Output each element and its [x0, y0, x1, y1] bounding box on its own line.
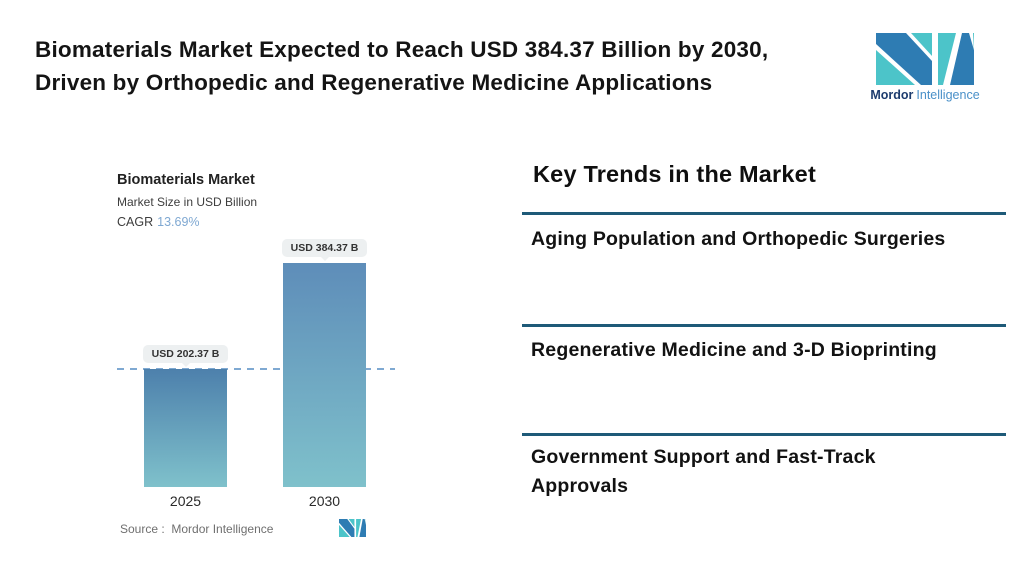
brand-name-light: Intelligence	[916, 88, 980, 102]
brand-logo: Mordor Intelligence	[858, 33, 992, 102]
bar-value-label-2025: USD 202.37 B	[142, 345, 229, 363]
label-pointer-2030	[319, 256, 330, 261]
bar-value-text-2030: USD 384.37 B	[290, 242, 359, 254]
axis-label-2025: 2025	[169, 493, 202, 509]
trend-item: Government Support and Fast-Track Approv…	[531, 446, 876, 497]
source-attribution: Source : Mordor Intelligence	[120, 522, 274, 536]
chart-header: Biomaterials Market Market Size in USD B…	[117, 172, 257, 229]
trend-divider	[522, 433, 1006, 436]
mordor-logo-icon	[876, 33, 974, 85]
page-title: Biomaterials Market Expected to Reach US…	[35, 37, 769, 95]
chart-subtitle: Market Size in USD Billion	[117, 195, 258, 209]
bar-group-2025: USD 202.37 B 2025	[142, 345, 229, 509]
source-logo-icon	[339, 519, 366, 537]
brand-name-bold: Mordor	[870, 88, 914, 102]
trend-item: Aging Population and Orthopedic Surgerie…	[531, 228, 946, 250]
trend-item: Regenerative Medicine and 3-D Bioprintin…	[531, 339, 937, 361]
bar-group-2030: USD 384.37 B 2030	[281, 239, 368, 509]
brand-wordmark: Mordor Intelligence	[858, 88, 992, 102]
trend-divider	[522, 324, 1006, 327]
bar-2025	[144, 369, 227, 487]
reference-dashed-line	[117, 368, 395, 370]
chart-title: Biomaterials Market	[117, 172, 255, 188]
bar-value-text-2025: USD 202.37 B	[151, 348, 220, 360]
trend-divider	[522, 212, 1006, 215]
trends-heading: Key Trends in the Market	[533, 161, 816, 187]
chart-cagr: CAGR 13.69%	[117, 215, 257, 229]
cagr-value: 13.69%	[157, 215, 200, 229]
axis-label-2030: 2030	[308, 493, 341, 509]
bar-value-label-2030: USD 384.37 B	[281, 239, 368, 257]
cagr-label: CAGR	[117, 215, 154, 229]
label-pointer-2025	[180, 362, 191, 367]
bar-2030	[283, 263, 366, 487]
